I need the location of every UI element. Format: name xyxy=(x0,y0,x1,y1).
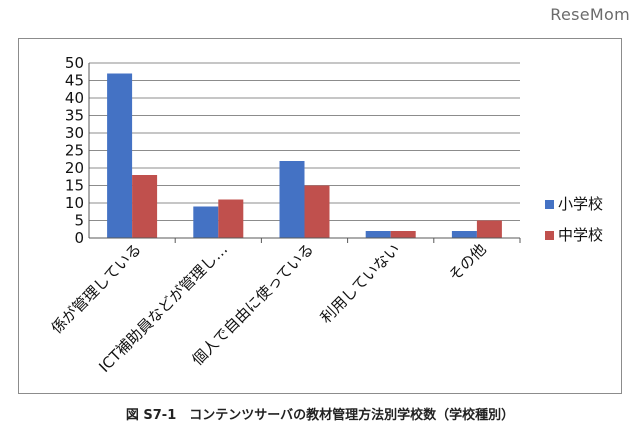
bar-0-4 xyxy=(451,231,477,238)
bar-1-1 xyxy=(218,199,244,238)
y-tick-label-5: 5 xyxy=(74,212,84,230)
bar-0-3 xyxy=(365,231,391,238)
legend-label-0: 小学校 xyxy=(558,195,603,213)
bar-0-0 xyxy=(107,73,133,238)
y-tick-label-30: 30 xyxy=(65,124,84,142)
bar-1-2 xyxy=(304,185,330,238)
bars xyxy=(107,73,502,238)
y-tick-label-0: 0 xyxy=(74,229,84,247)
legend-swatch-1 xyxy=(545,231,554,240)
y-tick-label-25: 25 xyxy=(65,142,84,160)
y-tick-label-10: 10 xyxy=(65,194,84,212)
x-tick-label-4: その他 xyxy=(445,240,490,285)
legend-swatch-0 xyxy=(545,200,554,209)
x-axis xyxy=(88,63,521,243)
x-axis-labels: 係が管理しているICT補助員などが管理し…個人で自由に使っている 利用していないそ… xyxy=(48,240,490,376)
legend-label-1: 中学校 xyxy=(558,226,603,244)
y-tick-label-50: 50 xyxy=(65,54,84,72)
y-tick-label-20: 20 xyxy=(65,159,84,177)
bar-0-2 xyxy=(279,161,305,238)
bar-1-3 xyxy=(390,231,416,238)
y-tick-label-35: 35 xyxy=(65,107,84,125)
watermark-logo: ReseMom xyxy=(550,5,630,24)
bar-1-0 xyxy=(132,175,158,238)
y-tick-label-15: 15 xyxy=(65,177,84,195)
x-tick-label-0: 係が管理している xyxy=(48,240,145,337)
figure-caption: 図 S7-1 コンテンツサーバの教材管理方法別学校数（学校種別） xyxy=(125,408,515,423)
y-tick-label-40: 40 xyxy=(65,89,84,107)
y-tick-label-45: 45 xyxy=(65,72,84,90)
x-tick-label-3: 利用していない xyxy=(317,240,404,327)
bar-0-1 xyxy=(193,206,219,238)
bar-1-4 xyxy=(476,220,502,238)
